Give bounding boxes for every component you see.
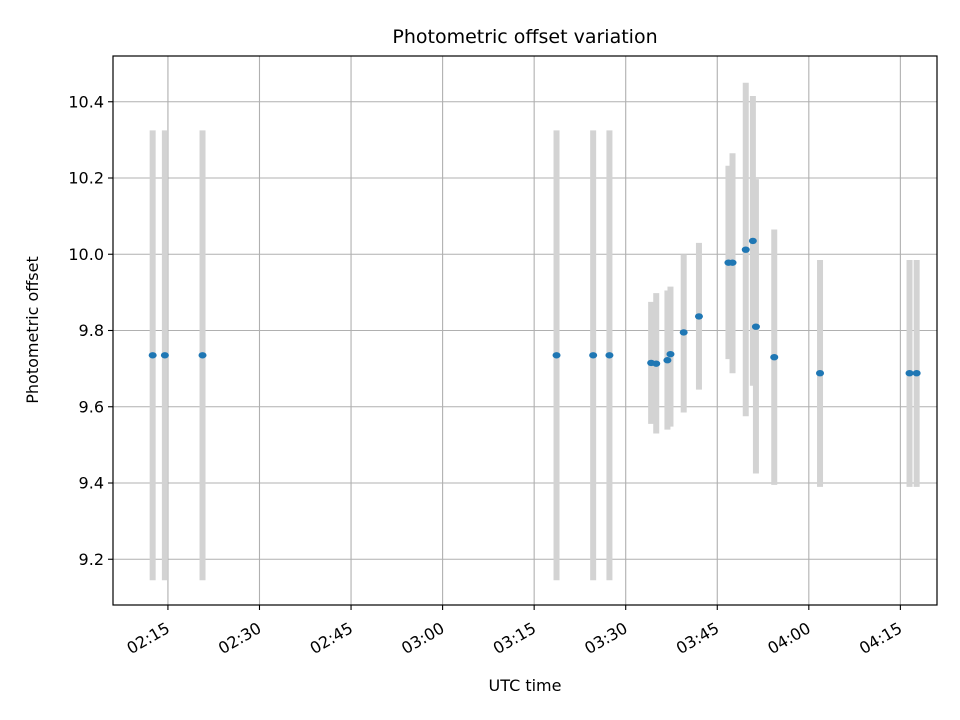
x-tick-label: 03:00 xyxy=(398,618,447,658)
y-axis-ticks: 9.2 9.4 9.6 9.8 10.0 10.2 10.4 xyxy=(68,92,113,569)
data-point xyxy=(912,370,921,377)
data-point xyxy=(741,246,750,253)
data-point xyxy=(694,313,703,320)
y-axis-label: Photometric offset xyxy=(23,256,42,404)
x-tick-label: 03:15 xyxy=(490,618,539,658)
y-tick-label: 9.8 xyxy=(79,321,104,340)
y-tick-label: 9.6 xyxy=(79,397,104,416)
data-point xyxy=(605,352,614,359)
data-point xyxy=(770,353,779,361)
data-point xyxy=(198,352,207,359)
data-point xyxy=(679,329,688,336)
y-tick-label: 10.2 xyxy=(68,169,104,188)
x-tick-label: 03:45 xyxy=(673,618,722,658)
x-tick-label: 03:30 xyxy=(581,618,630,658)
data-points xyxy=(148,237,921,377)
grid xyxy=(113,56,937,605)
data-point xyxy=(160,352,169,359)
data-point xyxy=(652,360,661,367)
x-axis-label: UTC time xyxy=(489,676,562,695)
data-point xyxy=(666,350,675,358)
x-tick-label: 04:00 xyxy=(764,618,813,658)
x-tick-label: 02:15 xyxy=(124,618,173,658)
data-point xyxy=(148,352,157,359)
x-tick-label: 02:30 xyxy=(215,618,264,658)
chart-title: Photometric offset variation xyxy=(392,26,657,48)
data-point xyxy=(816,370,825,377)
y-tick-label: 9.2 xyxy=(79,550,104,569)
data-point xyxy=(905,370,914,377)
data-point xyxy=(663,357,672,364)
x-tick-label: 02:45 xyxy=(307,618,356,658)
data-point xyxy=(751,323,760,330)
data-point xyxy=(589,352,598,359)
y-tick-label: 10.0 xyxy=(68,245,104,264)
x-tick-label: 04:15 xyxy=(856,618,905,658)
y-tick-label: 9.4 xyxy=(79,474,104,493)
x-axis-ticks: 02:15 02:30 02:45 03:00 03:15 03:30 03:45 04:00… xyxy=(124,605,905,658)
data-point xyxy=(728,259,737,266)
data-point xyxy=(748,237,757,245)
y-tick-label: 10.4 xyxy=(68,92,104,111)
data-point xyxy=(552,352,561,359)
